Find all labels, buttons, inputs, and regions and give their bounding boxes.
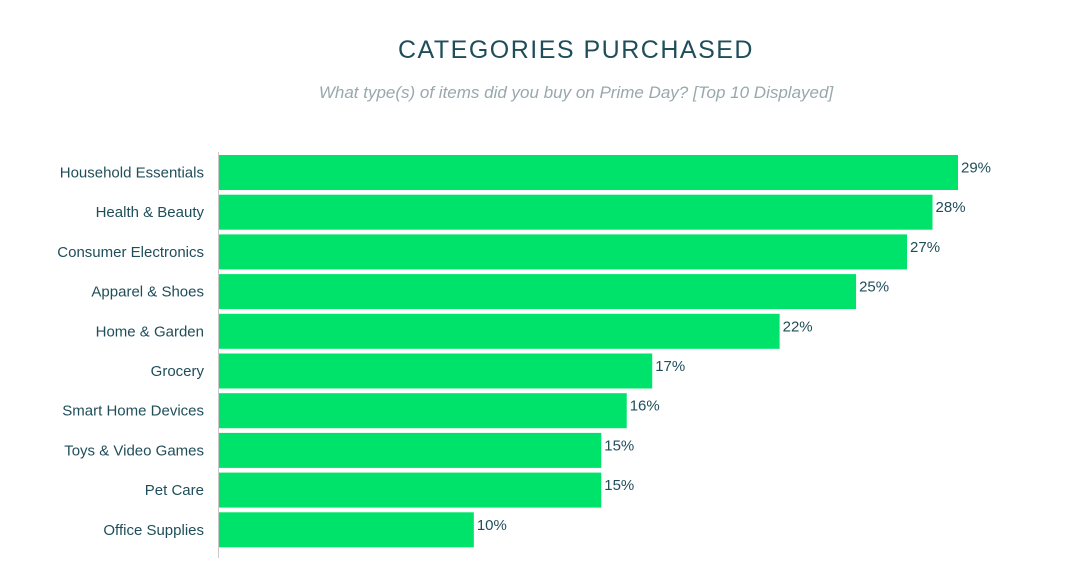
category-label: Household Essentials: [60, 165, 204, 182]
bar: [219, 194, 933, 230]
bar: [219, 353, 653, 389]
bar: [219, 313, 780, 349]
category-label: Pet Care: [145, 482, 204, 499]
value-label: 28%: [936, 199, 966, 216]
value-label: 27%: [910, 239, 940, 256]
value-label: 15%: [604, 477, 634, 494]
value-label: 15%: [604, 437, 634, 454]
category-label: Toys & Video Games: [64, 442, 204, 459]
value-label: 16%: [630, 398, 660, 415]
category-label: Smart Home Devices: [62, 403, 204, 420]
value-label: 25%: [859, 279, 889, 296]
bar: [219, 274, 857, 310]
bar: [219, 155, 958, 190]
bar: [219, 393, 627, 429]
category-label: Apparel & Shoes: [91, 284, 204, 301]
chart-subtitle: What type(s) of items did you buy on Pri…: [318, 83, 834, 102]
value-label: 22%: [783, 318, 813, 335]
category-label: Grocery: [151, 363, 205, 380]
bar: [219, 472, 602, 508]
bar: [219, 512, 474, 548]
category-label: Office Supplies: [103, 522, 204, 539]
bar: [219, 234, 908, 270]
chart-title: CATEGORIES PURCHASED: [398, 36, 754, 64]
category-label: Health & Beauty: [96, 204, 205, 221]
value-label: 10%: [477, 517, 507, 534]
value-label: 29%: [961, 160, 991, 177]
category-label: Home & Garden: [96, 323, 204, 340]
bar: [219, 432, 602, 468]
value-label: 17%: [655, 358, 685, 375]
category-label: Consumer Electronics: [57, 244, 204, 261]
